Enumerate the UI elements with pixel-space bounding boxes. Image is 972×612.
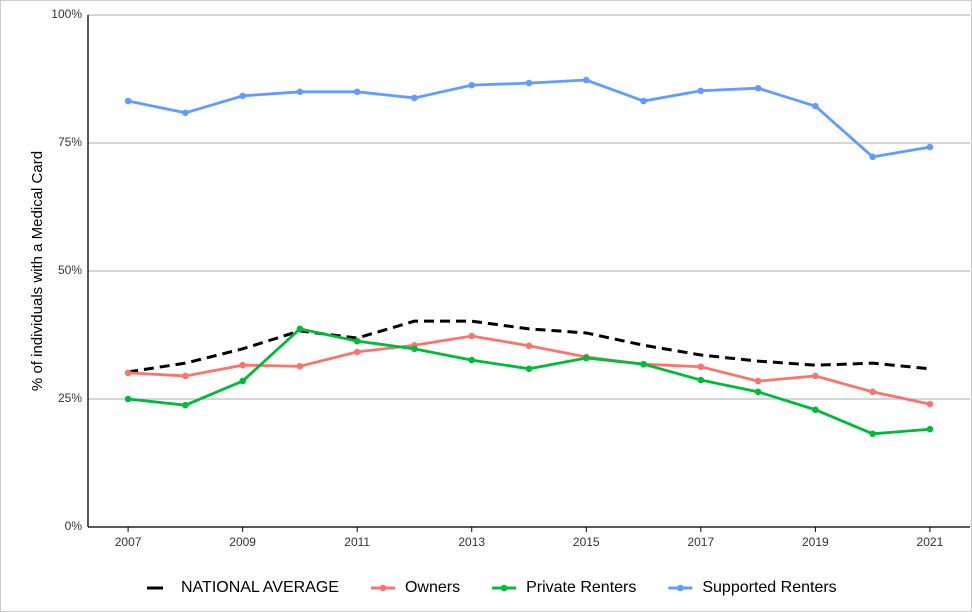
point <box>525 342 533 350</box>
point <box>869 388 876 396</box>
x-tick-label: 2019 <box>802 535 829 549</box>
point <box>239 92 246 100</box>
point <box>812 372 819 380</box>
point <box>468 81 476 89</box>
point <box>239 361 246 369</box>
point <box>353 337 361 345</box>
legend-label: NATIONAL AVERAGE <box>181 579 339 596</box>
point <box>869 153 876 161</box>
point <box>640 97 647 105</box>
point <box>296 362 304 370</box>
point <box>812 102 819 110</box>
point <box>754 377 762 385</box>
x-tick-label: 2011 <box>344 535 370 549</box>
y-tick-label: 75% <box>58 135 82 149</box>
point <box>411 345 418 353</box>
point <box>582 354 590 362</box>
point <box>582 76 590 84</box>
y-tick-label: 50% <box>58 263 82 277</box>
x-tick-label: 2021 <box>917 535 944 549</box>
legend-label: Owners <box>405 579 460 596</box>
point <box>926 425 934 433</box>
x-tick-label: 2013 <box>458 535 485 549</box>
point <box>182 109 189 117</box>
y-tick-label: 100% <box>51 7 82 21</box>
point <box>124 395 132 403</box>
x-tick-label: 2009 <box>229 535 256 549</box>
series-line <box>127 319 931 374</box>
point <box>182 401 189 409</box>
x-tick-label: 2017 <box>687 535 714 549</box>
point <box>697 376 705 384</box>
point <box>411 94 418 102</box>
legend-label: Private Renters <box>526 579 636 596</box>
legend-label: Supported Renters <box>702 579 836 596</box>
point <box>182 372 189 380</box>
point <box>926 143 934 151</box>
point <box>869 430 876 438</box>
point <box>697 87 705 95</box>
point <box>754 388 762 396</box>
point <box>124 97 132 105</box>
point <box>640 360 647 368</box>
point <box>296 325 304 333</box>
point <box>812 406 819 414</box>
y-tick-label: 0% <box>65 519 83 533</box>
point <box>296 88 304 96</box>
y-axis-label: % of individuals with a Medical Card <box>29 151 46 391</box>
point <box>525 79 533 87</box>
point <box>926 400 934 408</box>
point <box>468 356 476 364</box>
x-tick-label: 2007 <box>115 535 142 549</box>
point <box>697 363 705 371</box>
legend-symbol-point <box>677 584 684 592</box>
point <box>124 369 132 377</box>
point <box>239 377 246 385</box>
point <box>468 332 476 340</box>
legend-symbol-point <box>500 584 508 592</box>
point <box>353 348 361 356</box>
y-tick-label: 25% <box>58 391 82 405</box>
x-tick-label: 2015 <box>573 535 600 549</box>
point <box>754 84 762 92</box>
point <box>525 365 533 373</box>
legend-symbol-point <box>379 584 387 592</box>
point <box>353 88 361 96</box>
